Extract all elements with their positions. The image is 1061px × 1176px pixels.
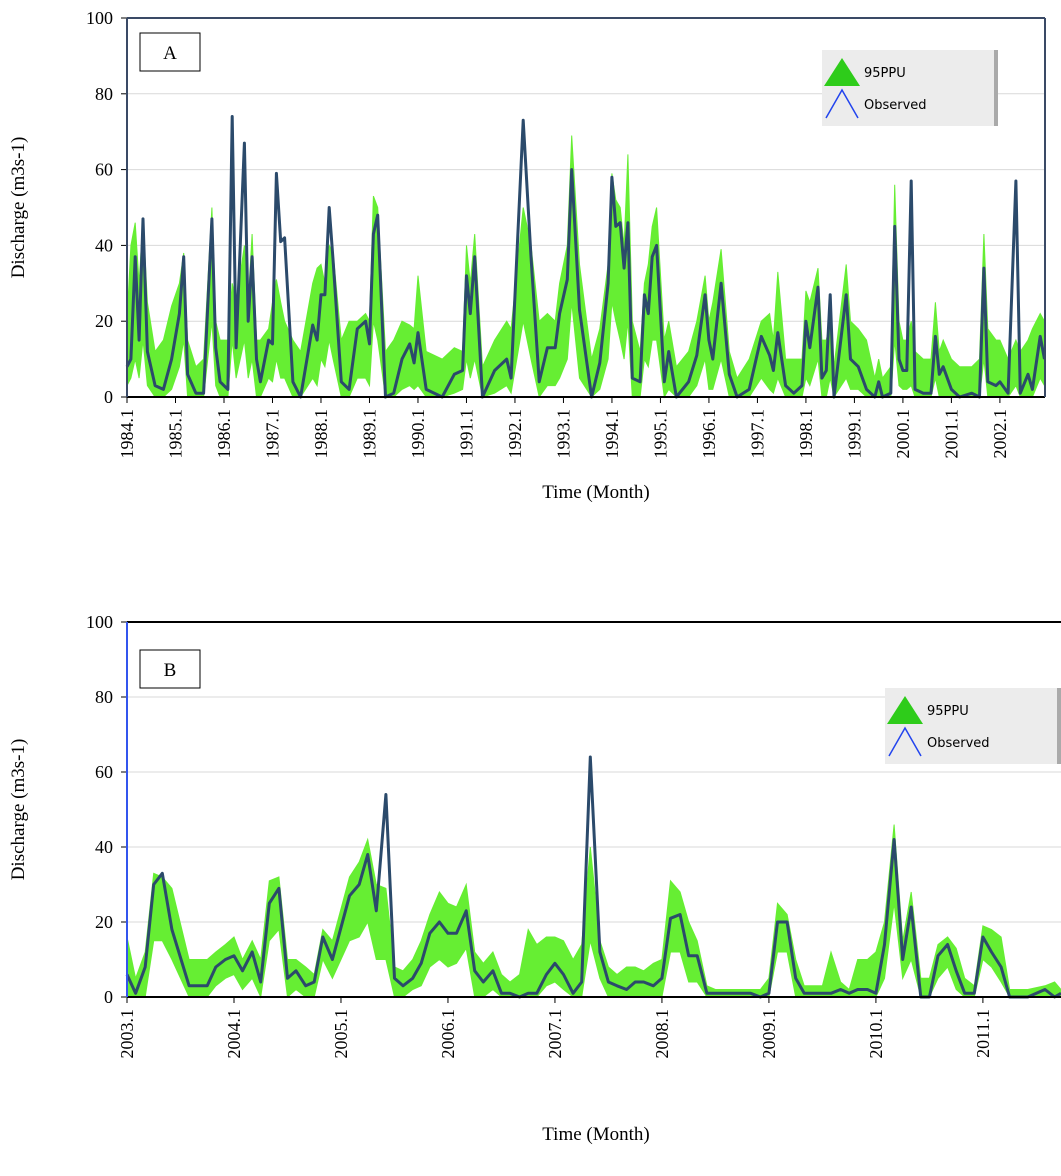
x-tick-label: 1995.1 (650, 409, 670, 459)
legend-edge (1057, 688, 1061, 764)
x-tick-label: 2006.1 (438, 1009, 458, 1059)
x-tick-label: 1997.1 (747, 409, 767, 459)
legend-label: Observed (927, 736, 990, 751)
y-tick-label: 60 (95, 160, 113, 180)
uncertainty-band (126, 824, 1061, 999)
legend-box (885, 688, 1061, 764)
x-tick-label: 2001.1 (941, 409, 961, 459)
panel-label-box (139, 649, 201, 689)
x-tick-label: 1986.1 (214, 409, 234, 459)
legend-label: Observed (864, 98, 927, 113)
x-tick-label: 2011.1 (973, 1009, 993, 1058)
legend-box (822, 50, 998, 126)
legend-band-icon (824, 58, 860, 86)
y-tick-label: 40 (95, 837, 113, 857)
x-tick-label: 1994.1 (602, 409, 622, 459)
x-tick-label: 1984.1 (117, 409, 137, 459)
x-tick-label: 2008.1 (652, 1009, 672, 1059)
y-tick-label: 20 (95, 311, 113, 331)
x-tick-label: 2002.1 (990, 409, 1010, 459)
legend-band-icon (887, 696, 923, 724)
panel-label: B (164, 660, 177, 681)
x-tick-label: 1996.1 (699, 409, 719, 459)
legend-edge (994, 50, 998, 126)
x-axis-title: Time (Month) (542, 1124, 650, 1145)
x-tick-label: 1993.1 (553, 409, 573, 459)
x-tick-label: 1990.1 (408, 409, 428, 459)
y-tick-label: 80 (95, 84, 113, 104)
x-tick-label: 1988.1 (311, 409, 331, 459)
legend-line-icon (825, 88, 859, 119)
legend-label: 95PPU (864, 66, 906, 81)
x-tick-label: 2005.1 (331, 1009, 351, 1059)
observed-line (125, 755, 1061, 999)
panel-label-box (139, 32, 201, 72)
y-tick-label: 60 (95, 762, 113, 782)
x-tick-label: 2007.1 (545, 1009, 565, 1059)
x-tick-label: 1991.1 (456, 409, 476, 459)
x-tick-label: 2010.1 (866, 1009, 886, 1059)
x-tick-label: 1992.1 (505, 409, 525, 459)
legend-line-icon (888, 726, 922, 757)
legend-label: 95PPU (927, 704, 969, 719)
y-tick-label: 100 (86, 8, 113, 28)
x-tick-label: 2003.1 (117, 1009, 137, 1059)
x-tick-label: 2000.1 (893, 409, 913, 459)
y-tick-label: 20 (95, 912, 113, 932)
x-tick-label: 2004.1 (224, 1009, 244, 1059)
x-axis-title: Time (Month) (542, 482, 650, 503)
y-axis-title: Discharge (m3s-1) (8, 137, 29, 279)
observed-line (125, 115, 1046, 399)
x-tick-label: 1987.1 (262, 409, 282, 459)
x-tick-label: 1998.1 (796, 409, 816, 459)
x-tick-label: 1999.1 (844, 409, 864, 459)
y-tick-label: 0 (104, 387, 113, 407)
y-tick-label: 100 (86, 612, 113, 632)
x-tick-label: 2009.1 (759, 1009, 779, 1059)
panel-label: A (163, 43, 177, 64)
y-tick-label: 0 (104, 987, 113, 1007)
x-tick-label: 1989.1 (359, 409, 379, 459)
y-axis-title: Discharge (m3s-1) (8, 739, 29, 881)
x-tick-label: 1985.1 (165, 409, 185, 459)
y-tick-label: 80 (95, 687, 113, 707)
y-tick-label: 40 (95, 235, 113, 255)
